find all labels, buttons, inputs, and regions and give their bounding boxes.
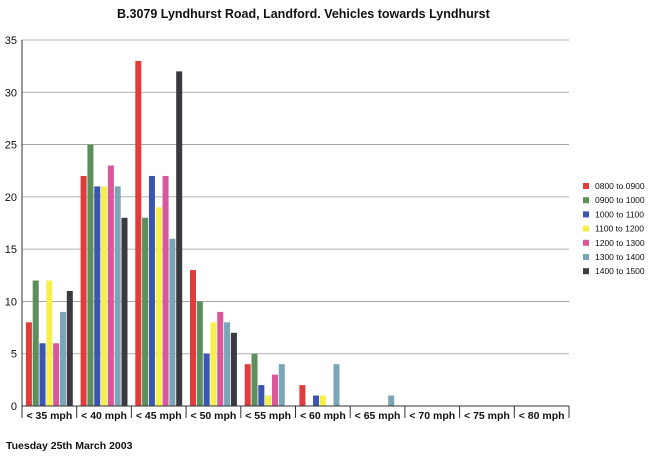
footer-date: Tuesday 25th March 2003 [6,440,133,452]
bar [32,280,39,406]
legend-label: 1200 to 1300 [595,238,645,248]
bar [39,343,46,406]
x-tick-label: < 40 mph [81,410,127,422]
bar [319,395,326,406]
y-tick-label: 0 [11,401,17,413]
y-tick-label: 15 [5,244,17,256]
bar [244,364,251,406]
bar [101,186,108,406]
bar [224,322,231,406]
bar [135,60,142,407]
bar [53,343,60,406]
legend-label: 1300 to 1400 [595,252,645,262]
bar [94,186,101,406]
y-tick-label: 25 [5,140,17,152]
bar [271,374,278,406]
y-tick-label: 30 [5,87,17,99]
x-tick-label: < 70 mph [409,410,455,422]
x-tick-label: < 75 mph [464,410,510,422]
bar [265,395,272,406]
bar [142,217,149,406]
bar [25,322,32,406]
bar [59,311,66,406]
bar [217,311,224,406]
x-axis-categories: < 35 mph < 40 mph < 45 mph < 50 mph < 55 mph… [26,406,570,422]
legend-label: 1100 to 1200 [595,224,644,234]
bar [114,186,121,406]
bar [313,395,320,406]
bar-marks [25,60,395,407]
x-tick-label: < 60 mph [300,410,346,422]
x-tick-label: < 45 mph [136,410,182,422]
legend-label: 1400 to 1500 [595,266,645,276]
bar [203,353,210,406]
bar [148,175,155,406]
y-tick-label: 10 [5,296,17,308]
legend-swatch [583,254,589,260]
legend-swatch [583,197,589,204]
gridlines [22,39,569,355]
bar [278,364,285,406]
bar [121,217,128,406]
y-axis-ticks: 0 5 10 15 20 25 30 35 [5,35,17,413]
legend-swatch [583,183,589,189]
x-tick-label: < 55 mph [245,410,291,422]
y-tick-label: 35 [5,35,17,47]
bar [46,280,53,406]
legend-label: 0800 to 0900 [595,181,645,191]
chart-title-text: B.3079 Lyndhurst Road, Landford. Vehicle… [117,7,490,21]
legend-swatch [583,239,589,246]
bar [169,238,176,406]
bar [176,71,183,406]
bar [388,395,395,406]
bar [155,207,162,406]
bar [190,270,197,406]
bar [258,385,265,406]
y-tick-label: 20 [5,192,17,204]
legend-label: 1000 to 1100 [595,209,644,219]
legend-swatch [583,268,589,275]
x-tick-label: < 35 mph [26,410,72,422]
legend-swatch [583,225,589,232]
legend-label: 0900 to 1000 [595,195,645,205]
bar [210,322,217,406]
bar [196,301,203,406]
bar [299,385,306,406]
bar [230,332,237,406]
bar [333,364,340,406]
bar [80,175,87,406]
bar [87,144,94,407]
legend-swatch [583,211,589,218]
bar [66,290,73,406]
x-tick-label: < 50 mph [191,410,237,422]
bar [162,175,169,406]
bar [251,353,258,406]
y-tick-label: 5 [11,349,17,361]
x-tick-label: < 80 mph [519,410,565,422]
legend: 0800 to 0900 0900 to 1000 1000 to 1100 1100… [583,181,645,276]
bar [107,165,114,406]
x-tick-label: < 65 mph [355,410,401,422]
